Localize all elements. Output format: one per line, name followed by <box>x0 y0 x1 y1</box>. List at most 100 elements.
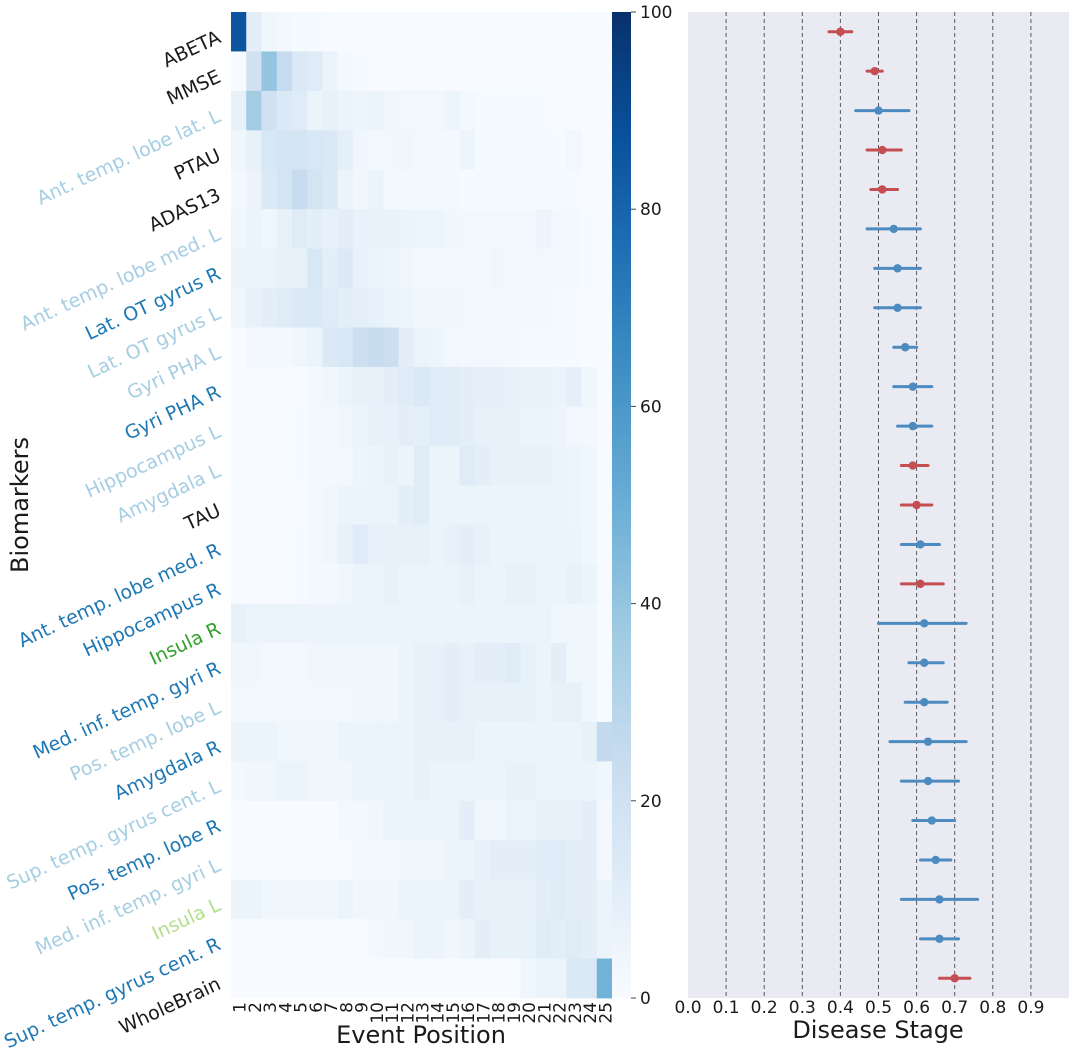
heatmap-cell <box>398 12 415 52</box>
stage-point <box>893 264 902 273</box>
heatmap-cell <box>596 327 613 368</box>
heatmap-cell <box>490 209 506 250</box>
heatmap-cell <box>459 90 476 131</box>
stage-x-tick: 0.7 <box>941 998 968 1018</box>
heatmap-cell <box>307 919 323 959</box>
stage-x-tick: 0.3 <box>789 998 816 1018</box>
heatmap-cell <box>596 879 613 920</box>
heatmap-cell <box>581 761 598 802</box>
heatmap-cell <box>505 603 521 644</box>
heatmap-cell <box>337 919 354 959</box>
heatmap-cell <box>444 406 460 447</box>
heatmap-cell <box>413 90 430 131</box>
heatmap-cell <box>337 682 354 723</box>
heatmap-cell <box>490 761 506 802</box>
heatmap-cell <box>231 288 247 328</box>
heatmap-cell <box>566 485 582 526</box>
colorbar-tick-label: 0 <box>640 989 651 1009</box>
heatmap-cell <box>368 682 384 723</box>
heatmap-cell <box>459 603 476 644</box>
heatmap-cell <box>490 524 506 565</box>
heatmap-cell <box>383 288 400 328</box>
heatmap-cell <box>246 564 262 604</box>
heatmap-cell <box>459 209 476 250</box>
heatmap-cell <box>444 12 460 52</box>
heatmap-cell <box>459 485 476 526</box>
stage-x-tick: 0.1 <box>713 998 740 1018</box>
heatmap-cell <box>383 406 400 447</box>
heatmap-cell <box>535 603 552 644</box>
heatmap-cell <box>368 209 384 250</box>
heatmap-cell <box>337 445 354 486</box>
heatmap-cell <box>368 958 384 999</box>
heatmap-cell <box>505 879 521 920</box>
heatmap-cell <box>352 366 369 407</box>
heatmap-cell <box>276 51 293 92</box>
event-position-tick: 1 <box>231 1002 251 1013</box>
heatmap-cell <box>246 919 262 959</box>
heatmap-cell <box>322 721 339 762</box>
heatmap-cell <box>307 564 323 604</box>
heatmap-cell <box>246 209 262 250</box>
heatmap-cell <box>291 919 308 959</box>
heatmap-cell <box>231 366 247 407</box>
heatmap-cell <box>291 51 308 92</box>
heatmap-cell <box>261 879 278 920</box>
heatmap-cell <box>368 327 384 368</box>
heatmap-cell <box>581 288 598 328</box>
heatmap-cell <box>551 603 567 644</box>
heatmap-cell <box>231 445 247 486</box>
heatmap-cell <box>520 524 537 565</box>
heatmap-cell <box>276 958 293 999</box>
heatmap-cell <box>505 524 521 565</box>
heatmap-cell <box>459 288 476 328</box>
heatmap-cell <box>413 406 430 447</box>
stage-x-tick: 0.6 <box>903 998 930 1018</box>
heatmap-cell <box>474 958 491 999</box>
heatmap-cell <box>413 445 430 486</box>
heatmap-cell <box>596 406 613 447</box>
heatmap-cell <box>520 130 537 171</box>
heatmap-cell <box>551 958 567 999</box>
event-position-tick: 19 <box>505 1002 525 1024</box>
heatmap-cell <box>322 603 339 644</box>
heatmap-cell <box>337 209 354 250</box>
heatmap-cell <box>276 603 293 644</box>
heatmap-cell <box>596 919 613 959</box>
heatmap-cell <box>444 524 460 565</box>
heatmap-cell <box>398 51 415 92</box>
event-position-tick: 5 <box>292 1002 312 1013</box>
heatmap-cell <box>231 761 247 802</box>
heatmap-cell <box>581 603 598 644</box>
event-position-tick: 8 <box>337 1002 357 1013</box>
heatmap-cell <box>490 485 506 526</box>
heatmap-cell <box>520 721 537 762</box>
heatmap-cell <box>383 603 400 644</box>
heatmap-cell <box>231 12 247 52</box>
heatmap-cell <box>322 919 339 959</box>
heatmap-cell <box>566 406 582 447</box>
heatmap-cell <box>307 366 323 407</box>
heatmap-cell <box>596 248 613 289</box>
heatmap-cell <box>535 406 552 447</box>
heatmap-cell <box>352 643 369 683</box>
heatmap-cell <box>352 840 369 881</box>
heatmap-cell <box>596 800 613 841</box>
heatmap-cell <box>444 90 460 131</box>
heatmap-cell <box>444 603 460 644</box>
stage-point <box>916 579 925 589</box>
stage-point <box>950 974 959 983</box>
heatmap-cell <box>276 406 293 447</box>
heatmap-cell <box>398 406 415 447</box>
heatmap-cell <box>246 958 262 999</box>
heatmap-cell <box>474 643 491 683</box>
heatmap-cell <box>566 90 582 131</box>
heatmap-cell <box>276 840 293 881</box>
heatmap-cell <box>368 603 384 644</box>
heatmap-cell <box>231 524 247 565</box>
heatmap-cell <box>413 761 430 802</box>
heatmap-cell <box>398 800 415 841</box>
event-position-tick: 6 <box>307 1002 327 1013</box>
stage-point <box>916 540 925 549</box>
heatmap-cell <box>429 958 445 999</box>
